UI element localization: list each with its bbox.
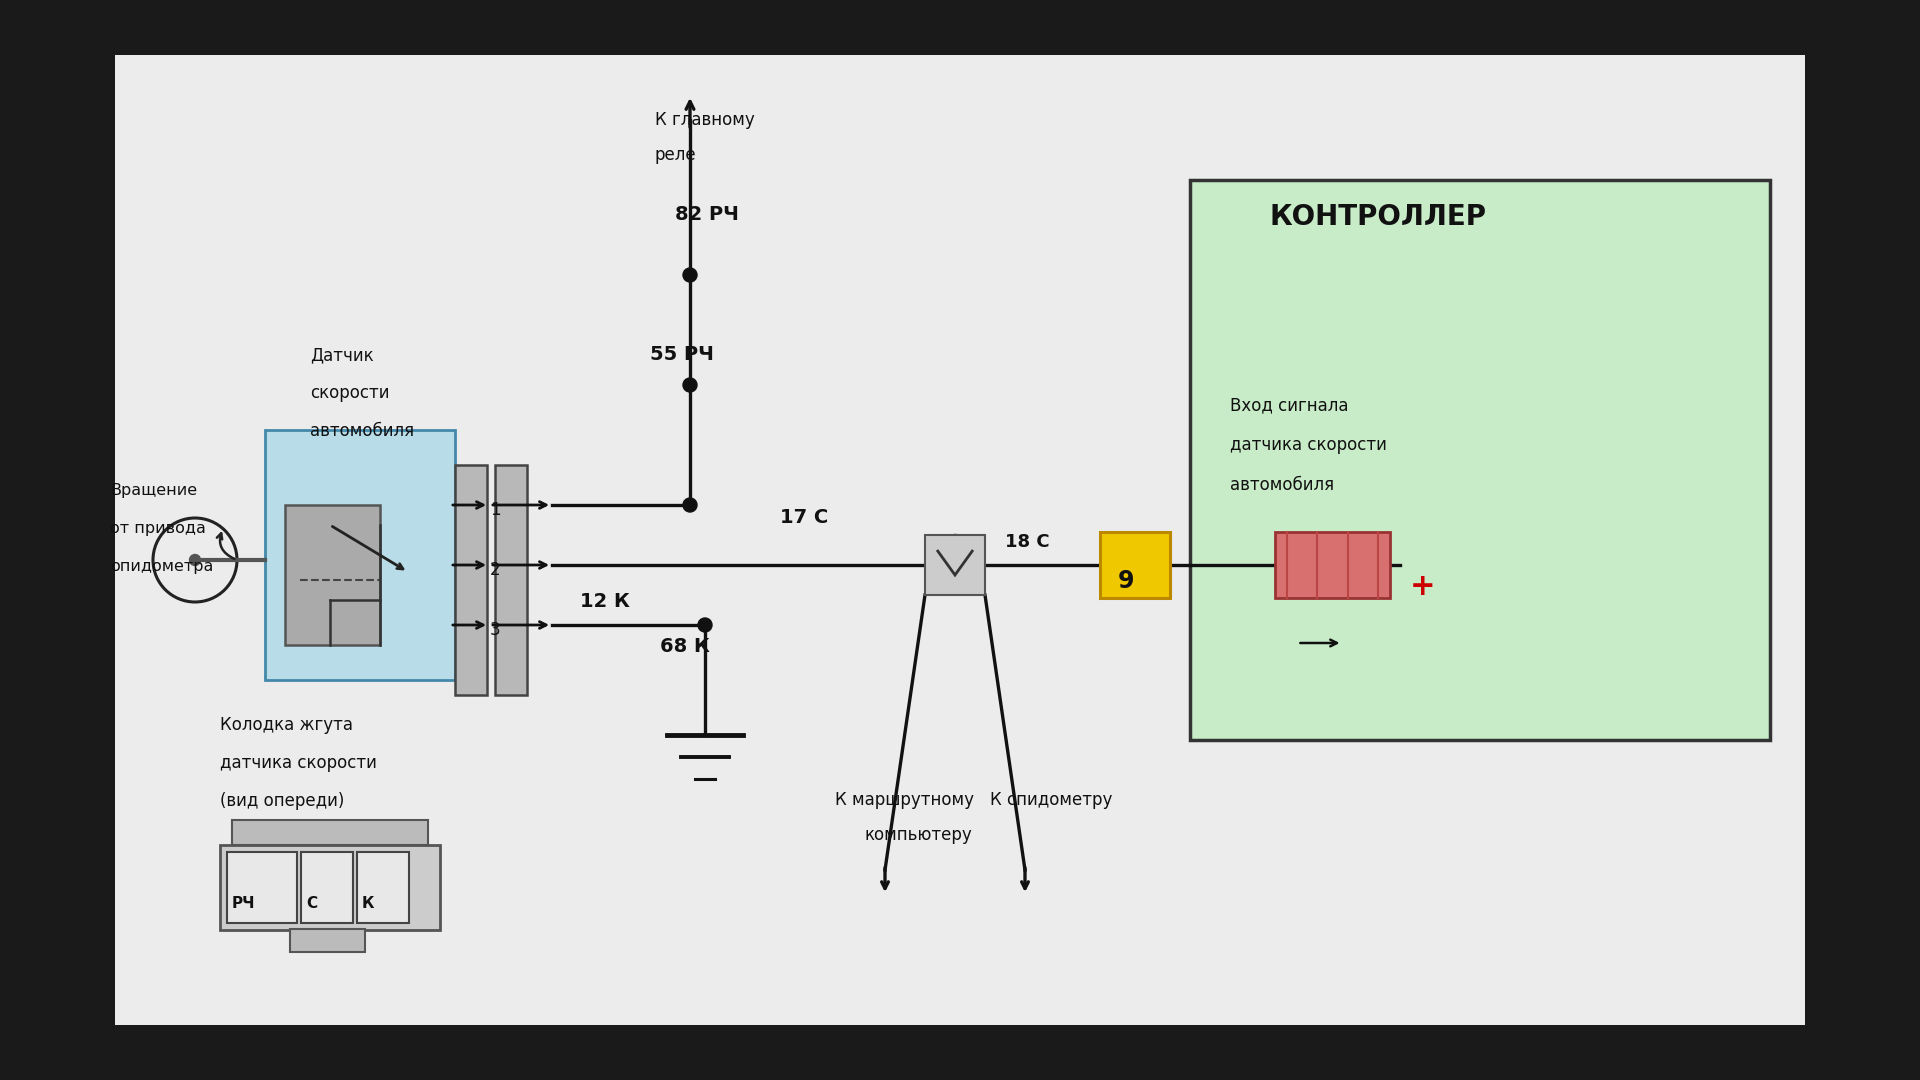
Text: автомобиля: автомобиля [309,422,415,440]
Text: 55 РЧ: 55 РЧ [651,345,714,364]
Text: скорости: скорости [309,384,390,402]
Bar [290,929,365,951]
Bar [1275,532,1390,598]
Bar [232,820,428,845]
Circle shape [684,498,697,512]
Text: автомобиля: автомобиля [1231,476,1334,494]
Text: Датчик: Датчик [309,346,374,364]
Text: от привода: от привода [109,521,205,536]
Text: 82 РЧ: 82 РЧ [676,205,739,224]
Text: КОНТРОЛЛЕР: КОНТРОЛЛЕР [1269,203,1486,231]
Text: 3: 3 [490,621,501,639]
Text: (вид опереди): (вид опереди) [221,792,344,810]
Circle shape [684,268,697,282]
Bar [115,55,1805,1025]
Text: 1: 1 [490,501,501,519]
Text: РЧ: РЧ [232,896,255,912]
Text: Колодка жгута: Колодка жгута [221,716,353,734]
Text: 17 С: 17 С [780,508,828,527]
Bar [301,852,353,923]
Text: Вход сигнала: Вход сигнала [1231,396,1348,414]
Text: С: С [305,896,317,912]
Circle shape [699,618,712,632]
Text: К маршрутному: К маршрутному [835,791,973,809]
Circle shape [684,378,697,392]
Bar [495,465,526,696]
Text: 2: 2 [490,561,501,579]
Text: 9: 9 [1117,569,1135,593]
Text: Вращение: Вращение [109,483,198,498]
Text: К главному: К главному [655,111,755,129]
Text: реле: реле [655,146,697,164]
Bar [1100,532,1169,598]
Text: +: + [1409,572,1436,600]
Text: 12 К: 12 К [580,592,630,611]
Text: 18 С: 18 С [1004,534,1050,551]
Text: датчика скорости: датчика скорости [221,754,376,772]
Bar [925,535,985,595]
Bar [265,430,455,680]
Text: компьютеру: компьютеру [866,826,973,843]
Text: К спидометру: К спидометру [991,791,1112,809]
Text: 68 К: 68 К [660,637,710,656]
Bar [357,852,409,923]
Bar [227,852,298,923]
Bar [455,465,488,696]
Bar [284,505,380,645]
Circle shape [190,554,200,566]
Text: К: К [363,896,374,912]
Bar [1190,180,1770,740]
Text: датчика скорости: датчика скорости [1231,436,1386,454]
Text: опидометра: опидометра [109,559,213,573]
Bar [221,845,440,930]
